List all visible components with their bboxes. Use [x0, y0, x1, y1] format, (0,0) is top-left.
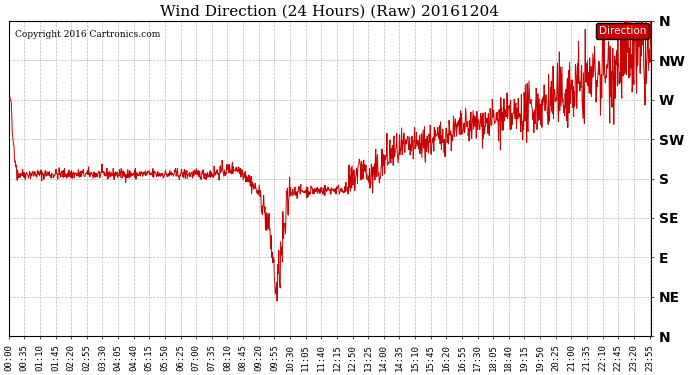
Text: Copyright 2016 Cartronics.com: Copyright 2016 Cartronics.com — [15, 30, 161, 39]
Title: Wind Direction (24 Hours) (Raw) 20161204: Wind Direction (24 Hours) (Raw) 20161204 — [161, 4, 500, 18]
Legend: Direction: Direction — [595, 23, 649, 39]
